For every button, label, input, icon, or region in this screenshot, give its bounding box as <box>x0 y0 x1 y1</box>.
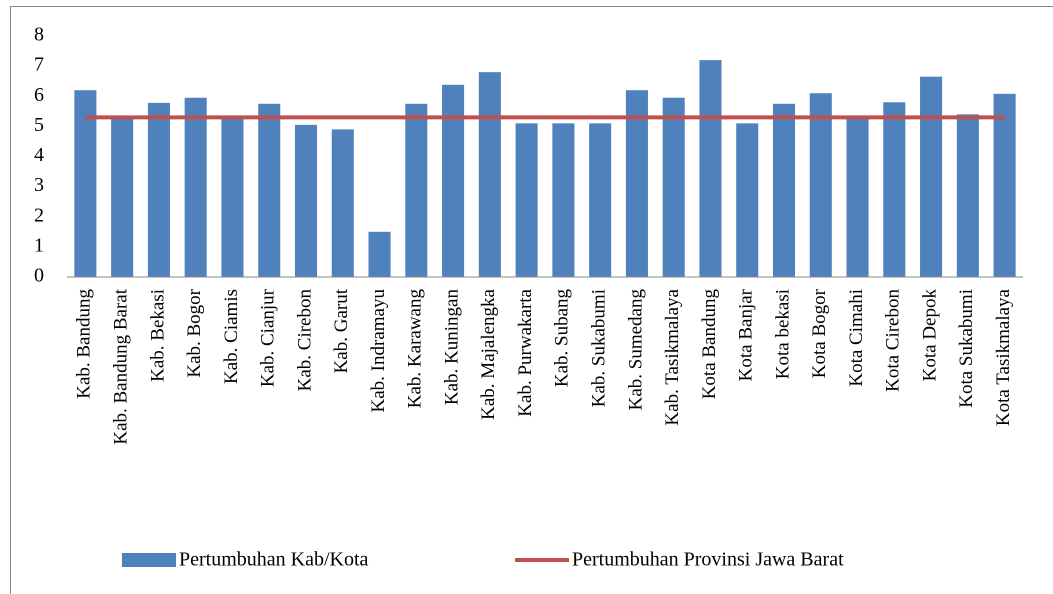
legend-label: Pertumbuhan Kab/Kota <box>179 549 369 571</box>
bar <box>809 93 832 277</box>
bar <box>111 117 134 278</box>
x-tick-label: Kota Bogor <box>809 288 830 378</box>
x-tick-label: Kab. Subang <box>552 289 573 388</box>
bar <box>478 72 501 278</box>
bar <box>442 84 465 278</box>
bar <box>221 117 244 278</box>
x-tick-label: Kab. Tasikmalaya <box>662 288 683 425</box>
bar <box>625 90 648 277</box>
bar <box>772 103 796 277</box>
x-tick-label: Kab. Majalengka <box>478 288 499 419</box>
x-tick-label: Kota Depok <box>919 289 940 382</box>
x-tick-label: Kab. Bekasi <box>147 289 168 382</box>
legend-label: Pertumbuhan Provinsi Jawa Barat <box>572 549 844 571</box>
bar <box>736 123 759 277</box>
x-tick-label: Kota Banjar <box>736 288 757 381</box>
bar <box>920 76 943 277</box>
x-tick-label: Kab. Purwakarta <box>515 288 536 416</box>
x-tick-label: Kota Sukabumi <box>956 289 977 408</box>
x-tick-label: Kota Bandung <box>699 289 720 400</box>
x-tick-label: Kota bekasi <box>772 289 793 379</box>
bar <box>331 129 354 277</box>
y-tick-label: 0 <box>34 265 44 287</box>
bar <box>846 117 869 278</box>
x-tick-label: Kab. Karawang <box>405 289 426 409</box>
bar <box>515 123 538 277</box>
bar <box>993 93 1016 277</box>
y-tick-label: 2 <box>34 204 44 226</box>
x-tick-label: Kab. Cirebon <box>294 289 315 392</box>
x-tick-label: Kab. Kuningan <box>441 289 462 406</box>
x-tick-label: Kab. Bandung <box>74 289 95 399</box>
x-tick-label: Kota Cimahi <box>846 289 867 387</box>
bar <box>699 60 722 277</box>
bar <box>405 103 428 277</box>
bar <box>74 90 97 277</box>
bar <box>662 97 685 277</box>
bar <box>956 114 979 277</box>
y-tick-label: 1 <box>34 234 44 256</box>
x-tick-label: Kab. Bogor <box>184 288 205 377</box>
y-tick-label: 5 <box>34 114 44 136</box>
y-tick-label: 4 <box>34 144 44 166</box>
x-tick-label: Kab. Cianjur <box>258 288 279 387</box>
y-tick-label: 7 <box>34 54 44 76</box>
y-tick-label: 3 <box>34 174 44 196</box>
bar <box>258 103 281 277</box>
x-tick-label: Kab. Ciamis <box>221 289 242 384</box>
x-tick-label: Kota Tasikmalaya <box>993 288 1014 426</box>
bar <box>294 124 318 278</box>
x-tick-label: Kab. Sukabumi <box>589 289 610 407</box>
y-tick-label: 6 <box>34 84 44 106</box>
legend-swatch <box>122 553 176 567</box>
x-tick-label: Kab. Garut <box>331 288 352 373</box>
bar <box>184 97 207 277</box>
chart-frame <box>10 6 1053 594</box>
bar <box>589 123 612 277</box>
x-tick-label: Kab. Bandung Barat <box>111 288 132 444</box>
bar <box>883 102 906 278</box>
y-tick-label: 8 <box>34 24 44 46</box>
x-tick-label: Kab. Sumedang <box>625 289 646 411</box>
x-tick-label: Kab. Indramayu <box>368 289 389 413</box>
bar <box>552 123 575 277</box>
bar <box>147 102 170 277</box>
x-tick-label: Kota Cirebon <box>883 289 904 392</box>
bar <box>368 231 391 277</box>
